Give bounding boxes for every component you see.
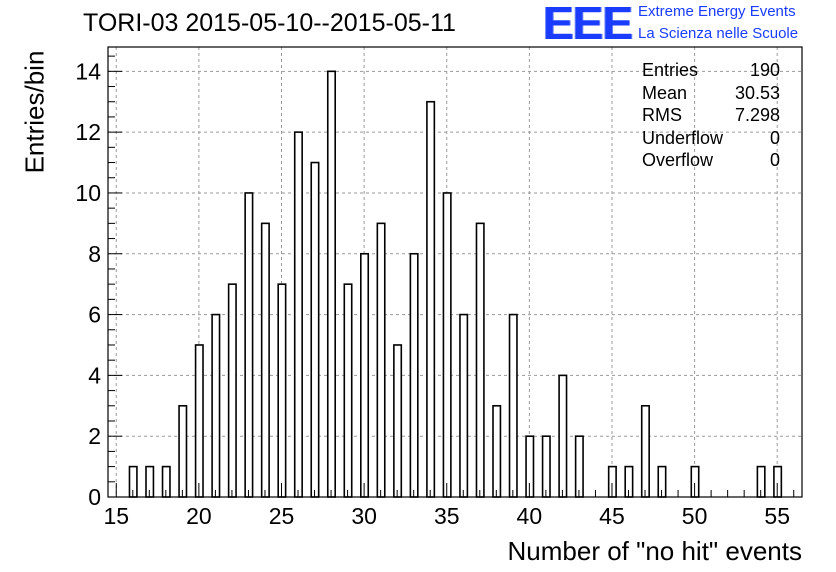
y-tick-label: 0 [88, 484, 101, 510]
x-tick-label: 25 [269, 503, 295, 529]
stat-row-underflow: Underflow 0 [642, 127, 780, 150]
stat-label: Mean [642, 82, 688, 103]
stat-value: 0 [769, 127, 780, 148]
histogram-bar [260, 222, 270, 498]
histogram-bar [310, 161, 320, 498]
histogram-bar [409, 252, 419, 498]
stat-value: 30.53 [734, 82, 780, 103]
stat-label: Overflow [642, 150, 714, 170]
histogram-bar [492, 404, 502, 498]
plot-frame [107, 46, 803, 498]
histogram-bar [640, 404, 650, 498]
x-tick-label: 20 [186, 503, 212, 529]
histogram-bar [178, 404, 188, 498]
histogram-bars [128, 70, 783, 498]
histogram-bar [459, 313, 469, 498]
histogram-bar [194, 344, 204, 498]
logo-line-1: Extreme Energy Events [638, 3, 796, 20]
histogram-bar [508, 313, 518, 498]
stat-value: 7.298 [734, 105, 780, 125]
histogram-bar [293, 131, 303, 498]
stat-value: 190 [749, 60, 780, 80]
histogram-bar [244, 192, 254, 498]
y-tick-label: 2 [88, 423, 101, 449]
x-tick-label: 15 [103, 503, 129, 529]
histogram-bar [326, 70, 337, 498]
stat-row-rms: RMS 7.298 [642, 104, 780, 127]
stat-value: 0 [769, 150, 780, 170]
histogram-bar [211, 313, 221, 498]
y-tick-label: 14 [75, 58, 101, 84]
grid-lines [108, 47, 802, 497]
logo-line-2: La Scienza nelle Scuole [638, 25, 799, 42]
y-tick-label: 6 [88, 302, 101, 328]
histogram-bar [360, 252, 370, 498]
histogram-bar [227, 283, 237, 498]
x-tick-label: 40 [517, 503, 543, 529]
x-tick-label: 35 [434, 503, 460, 529]
histogram-bar [541, 435, 551, 498]
x-tick-label: 30 [351, 503, 377, 529]
histogram-bar [393, 344, 403, 498]
histogram-bar [277, 283, 287, 498]
stat-label: Entries [642, 60, 699, 80]
stats-box: Entries 190 Mean 30.53 RMS 7.298 Underfl… [642, 59, 780, 172]
histogram-bar [574, 435, 584, 498]
y-tick-label: 12 [75, 119, 101, 145]
stat-row-entries: Entries 190 [642, 59, 780, 82]
y-axis-label: Entries/bin [19, 50, 50, 174]
histogram-bar [558, 374, 568, 498]
histogram-bar [376, 222, 386, 498]
chart-title: TORI-03 2015-05-10--2015-05-11 [83, 9, 456, 37]
eee-logo: EEE [543, 0, 633, 49]
histogram-bar [475, 222, 485, 498]
y-tick-label: 10 [75, 180, 101, 206]
x-tick-label: 55 [764, 503, 790, 529]
stat-label: RMS [642, 105, 682, 125]
y-tick-label: 4 [88, 362, 101, 388]
histogram-bar [426, 100, 436, 498]
histogram-bar [343, 283, 353, 498]
stat-row-overflow: Overflow 0 [642, 149, 780, 172]
x-tick-label: 50 [682, 503, 708, 529]
histogram-bar [442, 192, 452, 498]
stat-row-mean: Mean 30.53 [642, 82, 780, 105]
axes: 15 20 25 30 35 40 45 50 55 0 2 4 6 8 10 12 14 [75, 55, 795, 529]
x-axis-label: Number of "no hit" events [507, 536, 803, 566]
x-tick-label: 45 [599, 503, 625, 529]
y-tick-label: 8 [88, 241, 101, 267]
stat-label: Underflow [642, 127, 724, 148]
